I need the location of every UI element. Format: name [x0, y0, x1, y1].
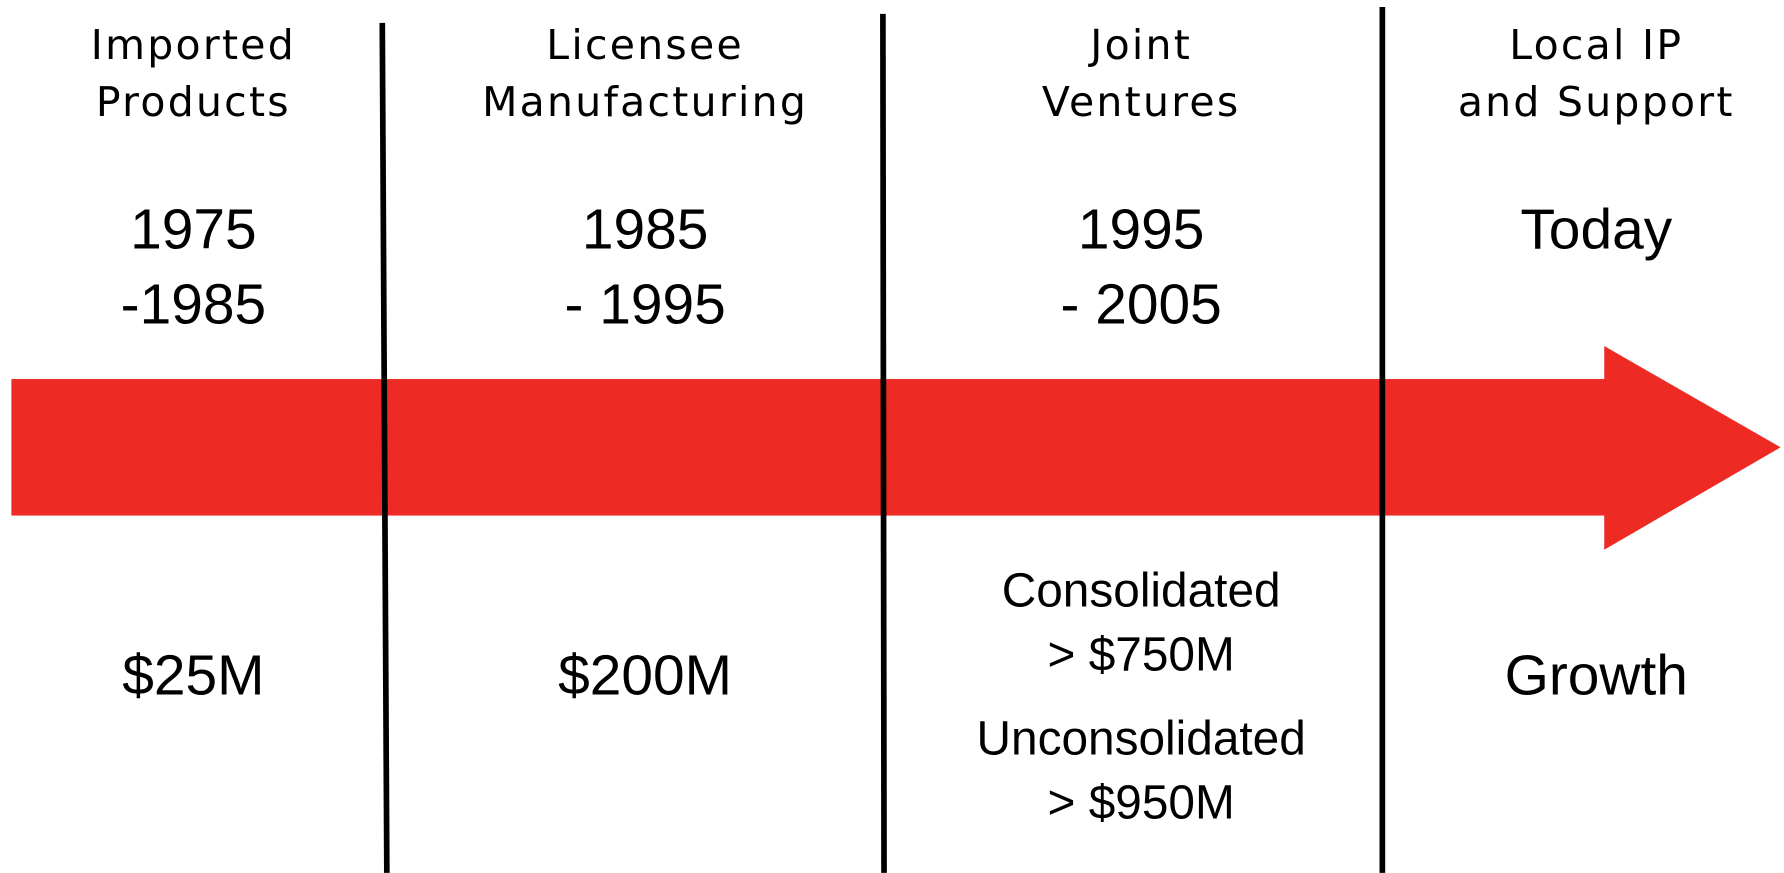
- arrow-shaft: [11, 379, 1606, 516]
- column-heading: Joint: [1087, 21, 1192, 69]
- period: Today: [1520, 198, 1672, 261]
- column-heading: Licensee: [546, 21, 744, 69]
- period: 1995: [1078, 198, 1205, 261]
- period: - 1995: [564, 274, 725, 337]
- revenue: $25M: [122, 644, 264, 707]
- column-heading: Products: [96, 78, 291, 126]
- arrow-head: [1604, 346, 1781, 550]
- revenue: > $950M: [1048, 776, 1235, 829]
- period: -1985: [121, 274, 266, 337]
- revenue: Unconsolidated: [977, 713, 1306, 766]
- period: 1985: [582, 198, 709, 261]
- column-heading: Manufacturing: [482, 78, 808, 126]
- revenue: Growth: [1505, 644, 1688, 707]
- revenue: > $750M: [1048, 628, 1235, 681]
- period: 1975: [130, 198, 257, 261]
- column-heading: and Support: [1458, 78, 1735, 126]
- divider: [880, 13, 887, 873]
- divider: [379, 22, 390, 873]
- column-heading: Imported: [91, 21, 296, 69]
- column-heading: Local IP: [1509, 21, 1683, 69]
- column-heading: Ventures: [1042, 78, 1241, 126]
- period: - 2005: [1061, 274, 1222, 337]
- revenue: $200M: [558, 644, 732, 707]
- revenue: Consolidated: [1002, 565, 1281, 618]
